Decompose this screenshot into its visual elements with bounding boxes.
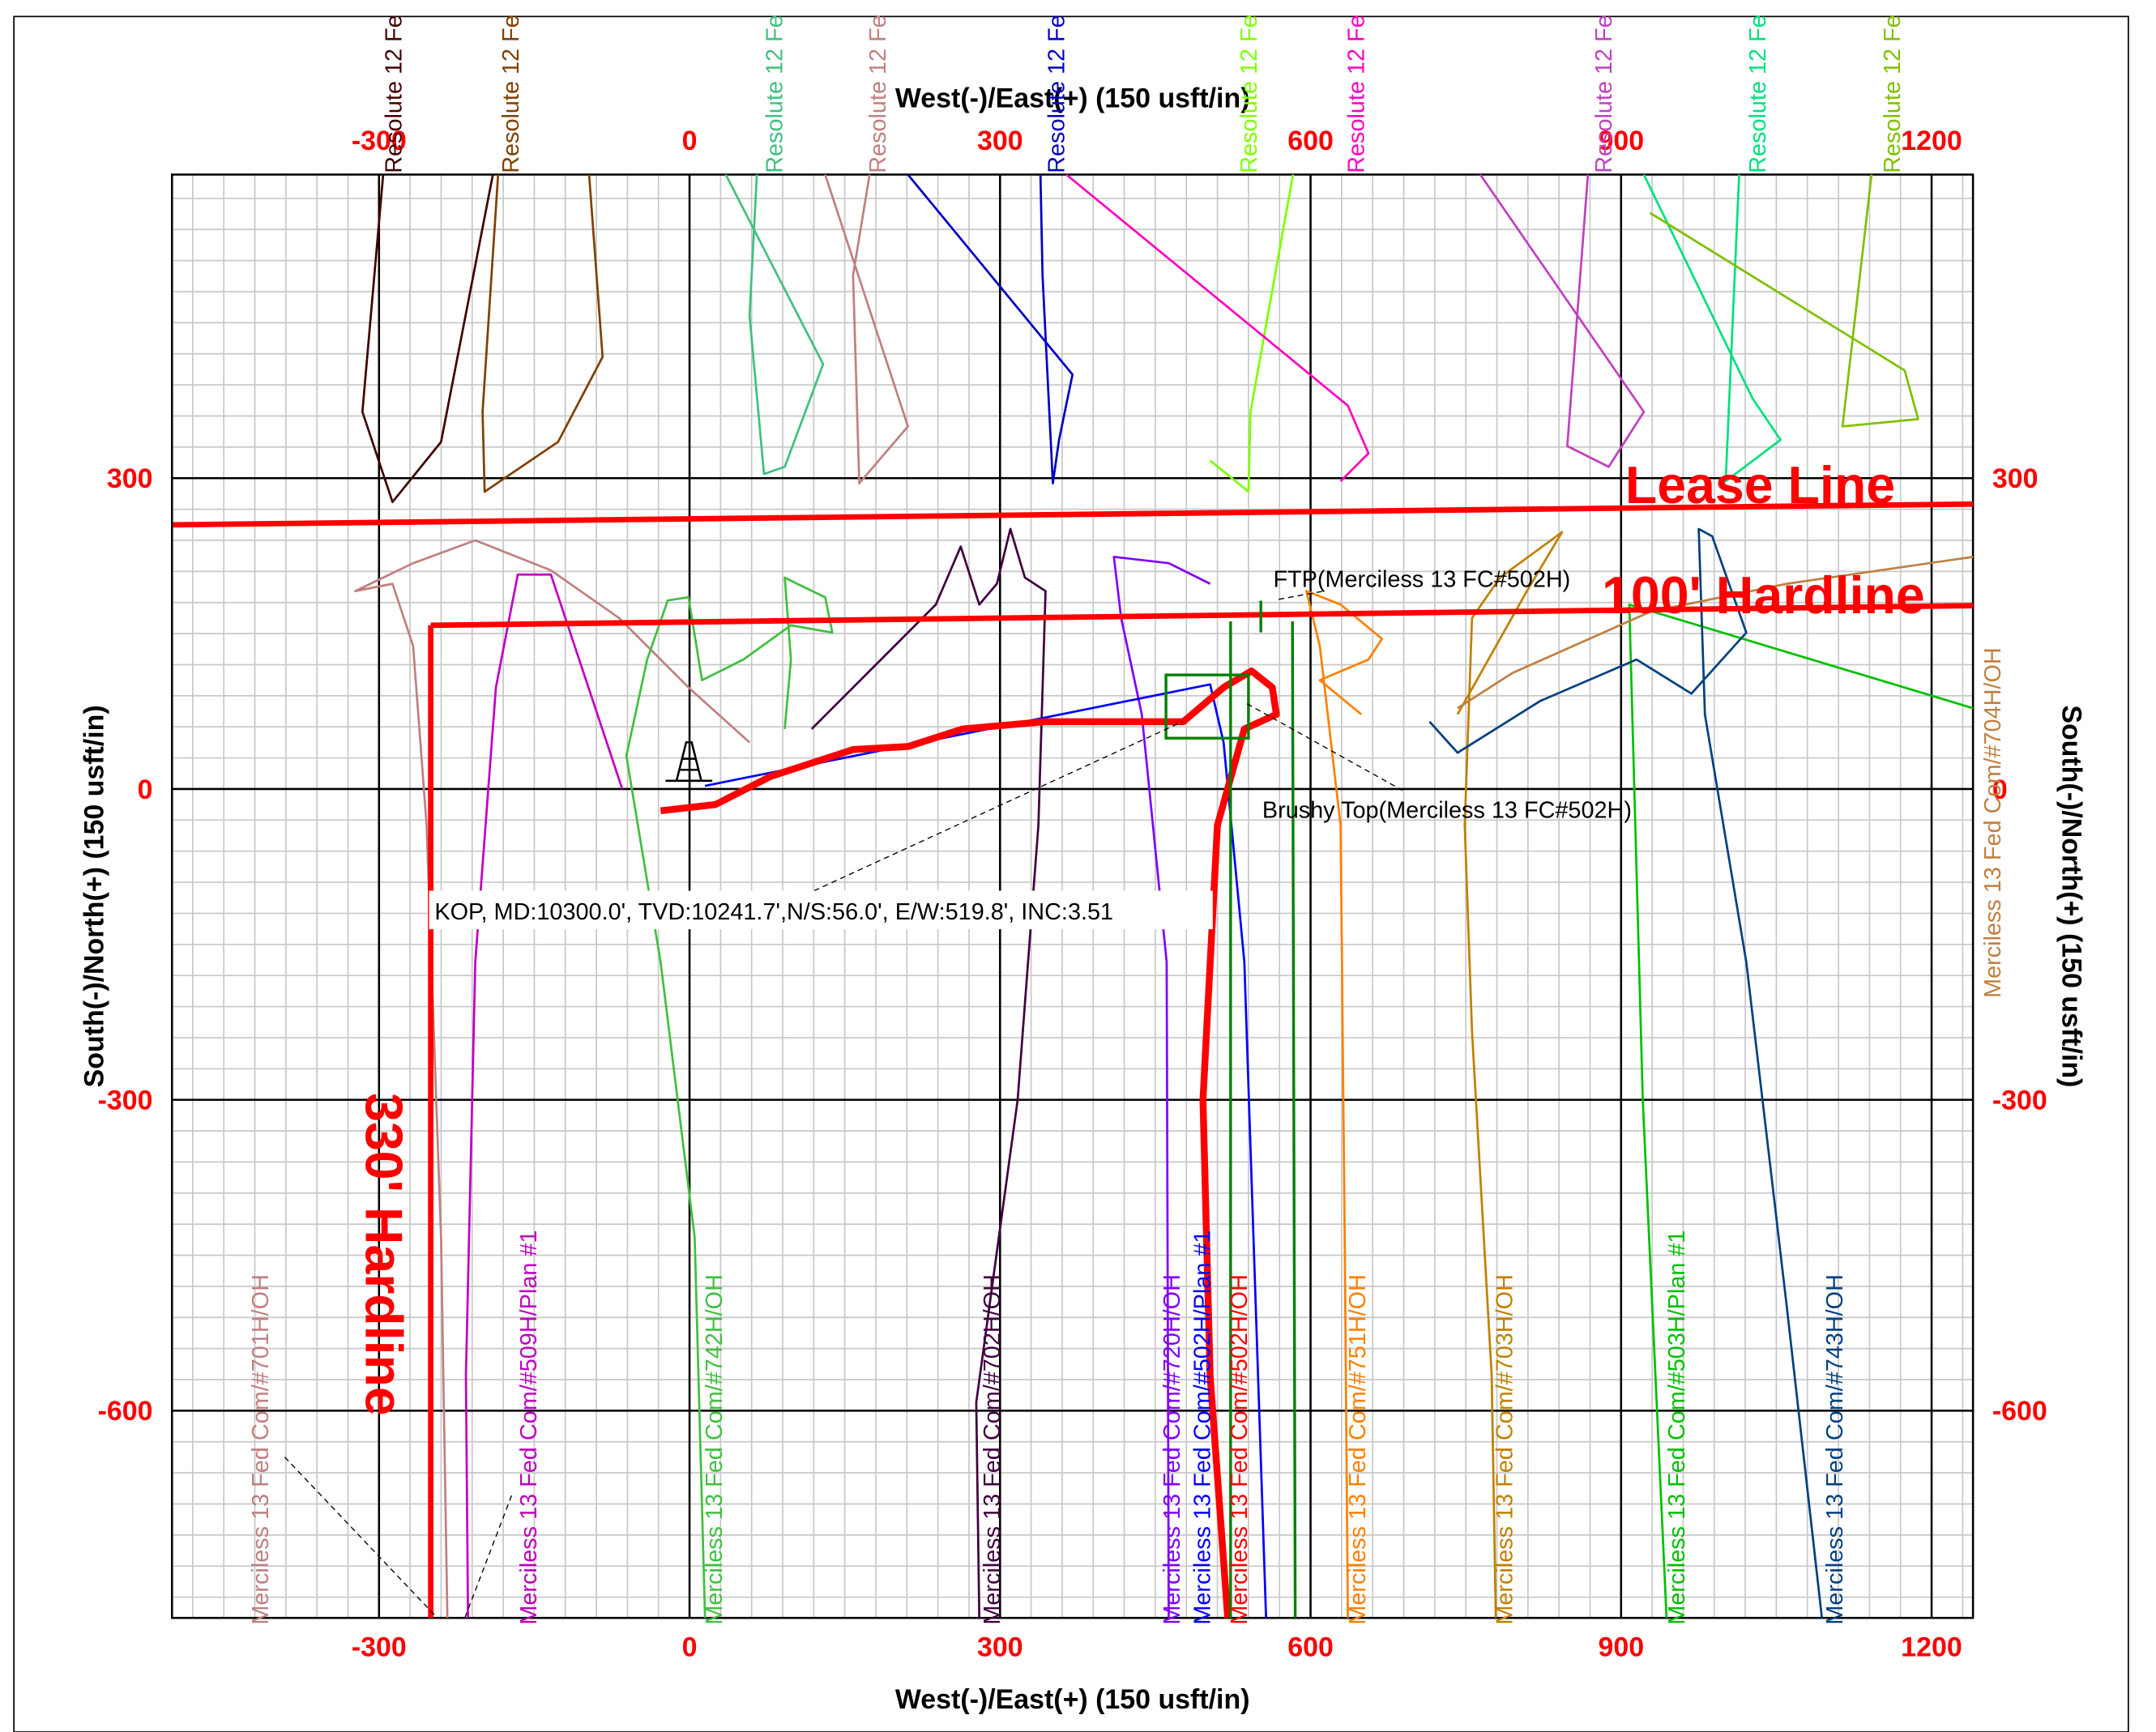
well-label: Merciless 13 Fed Com/#502H/Plan #1 (1189, 1231, 1215, 1625)
well-label: Resolute 12 Fe (762, 15, 788, 173)
well-path (1065, 173, 1370, 483)
plot-lines (173, 173, 1974, 1619)
x-tick-label: 300 (977, 1632, 1023, 1663)
y-tick-label: 0 (138, 774, 153, 805)
well-path (481, 174, 604, 493)
well-label: Resolute 12 Fe (1044, 15, 1070, 173)
leader-line (284, 1457, 438, 1619)
x-axis-title-top: West(-)/East(+) (150 usft/in) (895, 83, 1250, 113)
well-label: Merciless 13 Fed Com/#701H/OH (248, 1274, 274, 1625)
annotation-bg (429, 890, 1213, 930)
well-label: Merciless 13 Fed Com/#704H/OH (1980, 647, 2006, 998)
x-tick-label-top: 600 (1287, 126, 1334, 156)
x-tick-label-top: 0 (682, 126, 698, 156)
well-path (907, 173, 1074, 484)
well-label: Resolute 12 Fe (1236, 15, 1262, 173)
y-tick-label: -600 (98, 1396, 153, 1427)
x-tick-label: 900 (1598, 1632, 1644, 1663)
annotation: FTP(Merciless 13 FC#502H) (1273, 567, 1570, 593)
x-tick-label: -300 (352, 1632, 407, 1663)
annotation: Brushy Top(Merciless 13 FC#502H) (1262, 798, 1632, 824)
leader-line (1246, 703, 1403, 791)
annotation: KOP, MD:10300.0', TVD:10241.7',N/S:56.0'… (434, 899, 1113, 925)
x-tick-label: 0 (682, 1632, 698, 1663)
well-path (1304, 590, 1384, 1619)
plot-frame (171, 173, 1975, 1619)
well-path (464, 573, 624, 1619)
well-path (810, 527, 1047, 1619)
well-label: Merciless 13 Fed Com/#720H/OH (1159, 1274, 1185, 1625)
well-path (824, 174, 909, 484)
y-tick-label: -300 (98, 1086, 153, 1116)
boundary-label: 100' Hardline (1602, 566, 1925, 625)
well-label: Merciless 13 Fed Com/#743H/OH (1822, 1274, 1848, 1625)
leader-line (464, 1495, 513, 1619)
labels: -300 -300 0 0 300 300 600 600 900 900 1200 1200 -600… (79, 15, 2086, 1715)
well-path (1649, 174, 1919, 428)
y-tick-label: 300 (107, 463, 153, 494)
y-tick-label-right: -300 (1992, 1086, 2047, 1116)
y-tick-label-right: 0 (1992, 774, 2008, 805)
well-path (1209, 174, 1295, 493)
well-label: Resolute 12 Fe (1880, 15, 1906, 173)
well-path (704, 683, 1267, 1619)
well-label: Merciless 13 Fed Com/#742H/OH (702, 1274, 728, 1625)
well-path (1479, 173, 1646, 468)
y-axis-title: South(-)/North(+) (150 usft/in) (79, 705, 109, 1087)
x-tick-label: 600 (1287, 1632, 1334, 1663)
boundary-label: 330' Hardline (355, 1093, 413, 1416)
y-tick-label-right: 300 (1992, 463, 2039, 494)
leader-line (1279, 590, 1325, 600)
well-path (1428, 527, 1824, 1619)
target-box (1164, 673, 1250, 740)
well-label: Resolute 12 Fe (382, 15, 408, 173)
well-path (1642, 173, 1782, 483)
well-label: Merciless 13 Fed Com/#703H/OH (1492, 1274, 1518, 1625)
hardline (430, 603, 1974, 629)
well-path (724, 173, 825, 476)
well-label: Merciless 13 Fed Com/#502H/OH (1227, 1274, 1253, 1625)
x-tick-label-top: 1200 (1901, 126, 1962, 156)
well-label: Merciless 13 Fed Com/#751H/OH (1345, 1274, 1371, 1625)
well-label: Merciless 13 Fed Com/#509H/Plan #1 (516, 1231, 542, 1625)
well-path (625, 576, 834, 1619)
target-line (1291, 621, 1297, 1619)
x-tick-label-top: 300 (977, 126, 1023, 156)
boundary-label: Lease Line (1625, 456, 1895, 514)
well-label: Resolute 12 Fe (498, 15, 524, 173)
leader-line (813, 721, 1183, 892)
well-label: Resolute 12 Fe (1745, 15, 1771, 173)
x-tick-label: 1200 (1901, 1632, 1962, 1663)
well-label: Resolute 12 Fe (865, 15, 891, 173)
well-label: Resolute 12 Fe (1343, 15, 1369, 173)
y-axis-title-right: South(-)/North(+) (150 usft/in) (2056, 705, 2086, 1087)
x-tick-label-top: 900 (1598, 126, 1644, 156)
well-path (361, 174, 494, 504)
well-path (1628, 603, 1974, 1619)
well-label: Merciless 13 Fed Com/#503H/Plan #1 (1664, 1231, 1690, 1625)
x-axis-title: West(-)/East(+) (150 usft/in) (895, 1684, 1250, 1715)
hardline (173, 501, 1974, 528)
frame (13, 15, 2129, 1732)
well-label: Resolute 12 Fe (1591, 15, 1617, 173)
x-tick-label-top: -300 (352, 126, 407, 156)
well-path (1456, 531, 1564, 1619)
y-tick-label-right: -600 (1992, 1396, 2047, 1427)
rig-icon (665, 741, 713, 783)
well-label: Merciless 13 Fed Com/#702H/OH (980, 1274, 1005, 1625)
